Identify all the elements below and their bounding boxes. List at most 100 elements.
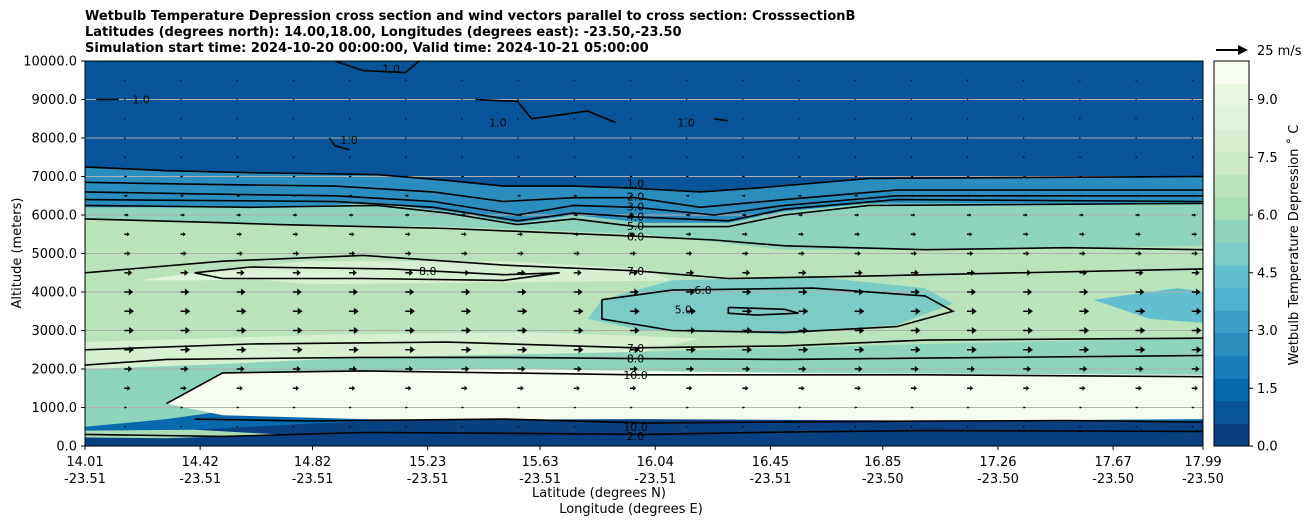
wind-vector [292, 327, 303, 334]
wind-vector [461, 175, 465, 178]
contour-line-16 [334, 61, 420, 74]
wind-vector-head [854, 137, 857, 139]
wind-vector-head [185, 327, 191, 334]
chart-title: Wetbulb Temperature Depression cross sec… [85, 9, 855, 57]
wind-vector-head [634, 327, 640, 334]
wind-vector [349, 425, 351, 428]
wind-vector [1079, 251, 1086, 256]
wind-vector-head [1135, 156, 1138, 159]
wind-vector-head [297, 327, 303, 334]
wind-vector [1079, 194, 1083, 198]
wind-vector [517, 385, 524, 391]
wind-vector-head [353, 346, 359, 354]
wind-vector-head [407, 232, 411, 237]
wind-vector [854, 137, 857, 139]
wind-vector-head [349, 79, 351, 82]
wind-vector [349, 194, 353, 198]
y-tick-label-10: 10000.0 [23, 55, 77, 70]
wind-vector-head [633, 365, 638, 373]
wind-vector-head [971, 288, 976, 296]
wind-vector [1023, 137, 1025, 139]
wind-vector [349, 117, 351, 120]
contour-label-2: 3.0 [627, 201, 645, 214]
wind-vector [798, 232, 804, 237]
wind-vector [124, 232, 130, 237]
wind-vector-head [967, 137, 969, 139]
wind-vector-head [802, 269, 807, 276]
wind-vector [798, 137, 800, 139]
wind-vector [686, 346, 696, 354]
wind-vector [629, 425, 632, 428]
wind-vector [124, 175, 127, 178]
wind-vector [1191, 406, 1195, 409]
wind-vector [236, 213, 242, 217]
wind-vector [910, 98, 913, 101]
wind-vector [1191, 232, 1198, 237]
wind-vector-head [466, 346, 472, 354]
wind-vector [405, 213, 410, 217]
contour-line-2 [85, 191, 1203, 216]
wind-vector [1191, 117, 1194, 120]
wind-vector [1191, 156, 1194, 159]
wind-vector [910, 156, 913, 159]
wind-vector [517, 406, 521, 409]
wind-vector [854, 327, 865, 334]
wind-vector-head [578, 288, 583, 296]
wind-vector-head [690, 307, 696, 315]
wind-vector-head [184, 288, 190, 296]
wind-vector-head [1024, 194, 1027, 198]
wind-vector-head [802, 365, 807, 373]
wind-vector [629, 175, 633, 178]
wind-vector [686, 117, 688, 120]
wind-vector [629, 98, 632, 101]
wind-vector [517, 213, 522, 217]
wind-vector [349, 307, 359, 315]
wind-vector-head [296, 365, 301, 373]
wind-vector [967, 98, 969, 101]
colorbar-frame [1213, 60, 1250, 447]
contour-label-15: 1.0 [132, 94, 150, 107]
wind-vector-head [292, 79, 295, 82]
wind-vector [967, 425, 969, 428]
wind-vector-head [690, 288, 695, 296]
contour-line-10 [85, 354, 1203, 366]
wind-vector-head [127, 251, 131, 256]
wind-vector [349, 137, 351, 139]
wind-vector [1135, 79, 1138, 82]
wind-vector-head [294, 194, 297, 198]
wind-vector [910, 269, 919, 276]
wind-vector [236, 232, 242, 237]
wind-vector-head [125, 175, 127, 178]
wind-vector [236, 251, 243, 256]
wind-vector [236, 365, 245, 373]
wind-vector [629, 232, 636, 237]
wind-vector [405, 365, 414, 373]
wind-vector-head [742, 156, 745, 159]
wind-vector [124, 307, 135, 315]
wind-vector-head [970, 251, 974, 256]
wind-vector [180, 365, 189, 373]
wind-vector [461, 251, 468, 256]
wind-vector [292, 269, 301, 276]
wind-vector [1079, 346, 1090, 354]
wind-vector [180, 232, 186, 237]
wind-vector [124, 365, 133, 373]
wind-vector [124, 251, 131, 256]
wind-vector-head [913, 213, 916, 217]
wind-vector-head [295, 213, 298, 217]
wind-vector [1191, 288, 1201, 296]
wind-vector-head [576, 232, 580, 237]
wind-vector [1023, 327, 1033, 334]
wind-vector [967, 175, 970, 178]
wind-vector [742, 156, 745, 159]
wind-vector-head [1079, 425, 1082, 428]
wind-vector [236, 406, 240, 409]
wind-vector [910, 251, 918, 256]
wind-vector-head [1023, 117, 1025, 120]
wind-vector [1191, 346, 1202, 354]
wind-vector [1023, 385, 1030, 391]
wind-vector [573, 232, 580, 237]
x-tick-label-lat-10: 17.99 [1184, 455, 1221, 470]
wind-vector [405, 307, 415, 315]
wind-vector-head [1080, 175, 1083, 178]
